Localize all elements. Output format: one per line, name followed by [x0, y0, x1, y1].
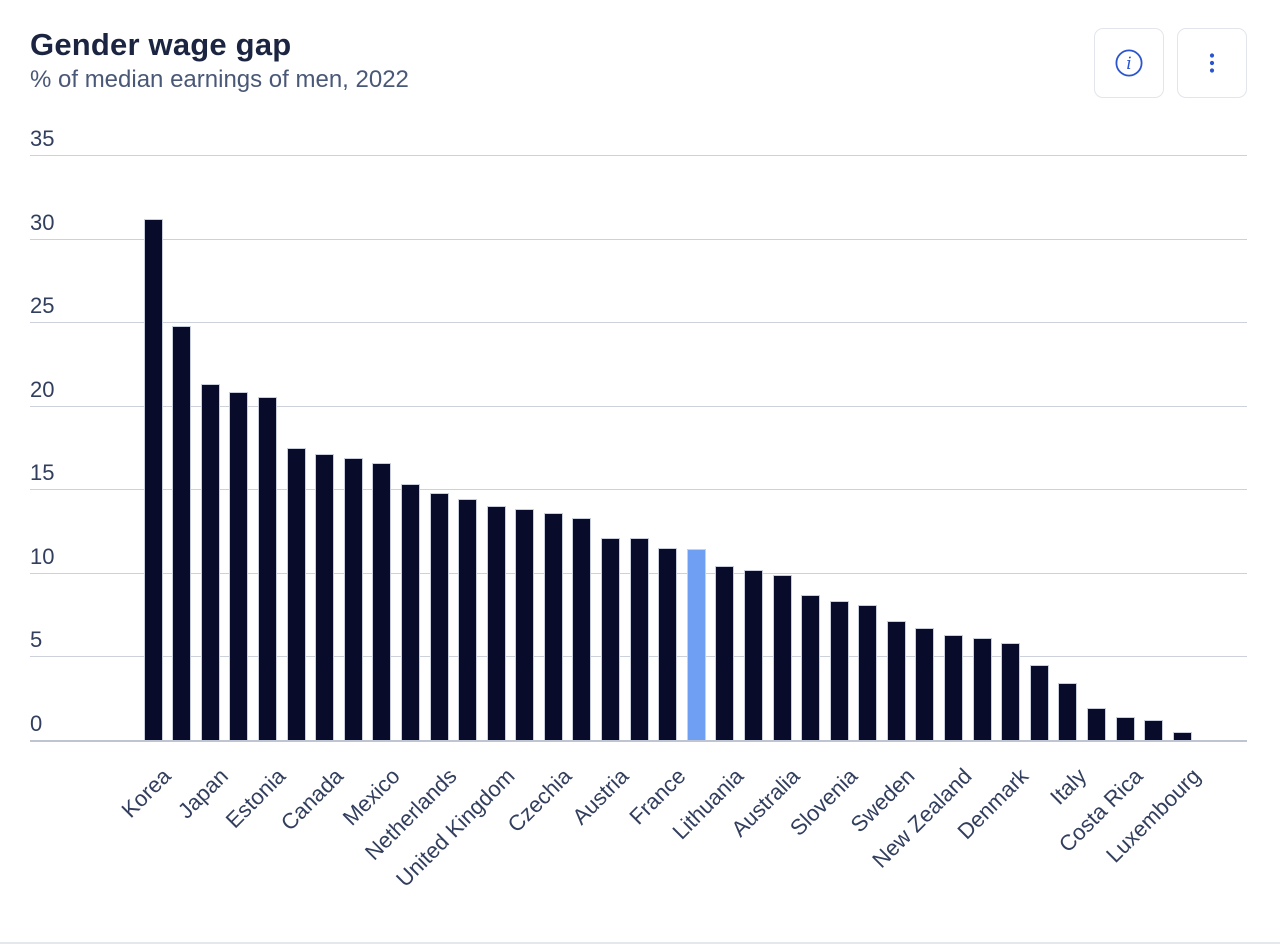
kebab-menu-icon	[1209, 53, 1215, 73]
y-tick-label: 35	[30, 126, 55, 151]
y-tick-label: 20	[30, 376, 55, 402]
bar-denmark[interactable]	[1001, 643, 1021, 740]
bar[interactable]	[972, 638, 992, 740]
bar[interactable]	[400, 484, 420, 740]
bar[interactable]	[629, 537, 649, 740]
x-tick-label: Korea	[116, 763, 177, 823]
bar-estonia[interactable]	[258, 397, 278, 740]
bar-chart: 0 5 10 15 20 25 30 35 Korea Japan Estonia Canada Mex…	[30, 126, 1247, 892]
bar-sweden[interactable]	[886, 621, 906, 740]
chart-subtitle: % of median earnings of men, 2022	[30, 66, 409, 93]
bar[interactable]	[286, 447, 306, 740]
bar[interactable]	[572, 517, 592, 740]
bar-australia[interactable]	[772, 574, 792, 740]
menu-button[interactable]	[1177, 28, 1247, 98]
bar-netherlands[interactable]	[429, 492, 449, 740]
y-tick-label: 15	[30, 460, 55, 486]
x-axis-baseline	[30, 740, 1247, 742]
y-tick-label: 5	[30, 627, 43, 653]
info-icon: i	[1115, 49, 1143, 77]
y-gridline	[30, 155, 1247, 156]
bar-slovenia[interactable]	[829, 601, 849, 740]
info-button[interactable]: i	[1094, 28, 1164, 98]
bar[interactable]	[172, 325, 192, 740]
bar-united-kingdom[interactable]	[486, 506, 506, 740]
svg-text:i: i	[1126, 54, 1131, 74]
x-tick-label: Canada	[275, 763, 348, 836]
bar-korea[interactable]	[143, 218, 163, 740]
bar-czechia[interactable]	[543, 512, 563, 740]
y-gridline	[30, 489, 1247, 491]
y-tick-label: 0	[30, 711, 43, 736]
bar-costa-rica[interactable]	[1115, 716, 1135, 740]
bar[interactable]	[458, 499, 478, 740]
bar[interactable]	[1029, 664, 1049, 740]
x-tick-label: Italy	[1044, 763, 1091, 810]
bar[interactable]	[915, 628, 935, 740]
bar[interactable]	[801, 594, 821, 740]
bar[interactable]	[515, 509, 535, 740]
bar[interactable]	[1086, 708, 1106, 740]
bar-lithuania[interactable]	[715, 566, 735, 740]
bar-france[interactable]	[658, 547, 678, 740]
bar[interactable]	[743, 569, 763, 740]
bar[interactable]	[1144, 719, 1164, 740]
y-gridline	[30, 238, 1247, 240]
y-gridline	[30, 405, 1247, 407]
y-tick-label: 25	[30, 293, 55, 319]
bar[interactable]	[858, 604, 878, 740]
bar[interactable]	[229, 392, 249, 740]
bar-italy[interactable]	[1058, 683, 1078, 740]
chart-title: Gender wage gap	[30, 27, 292, 62]
bar-japan[interactable]	[200, 384, 220, 740]
x-tick-label: Austria	[567, 763, 634, 830]
bar-mexico[interactable]	[372, 462, 392, 740]
bar-austria[interactable]	[601, 537, 621, 740]
bar-highlighted[interactable]	[686, 549, 706, 740]
y-gridline	[30, 322, 1247, 324]
card-bottom-border	[0, 942, 1280, 944]
bar[interactable]	[343, 457, 363, 740]
y-tick-label: 30	[30, 209, 55, 235]
y-tick-label: 10	[30, 543, 55, 569]
bar-luxembourg[interactable]	[1172, 731, 1192, 740]
bar-canada[interactable]	[315, 454, 335, 740]
bar-new-zealand[interactable]	[944, 634, 964, 740]
